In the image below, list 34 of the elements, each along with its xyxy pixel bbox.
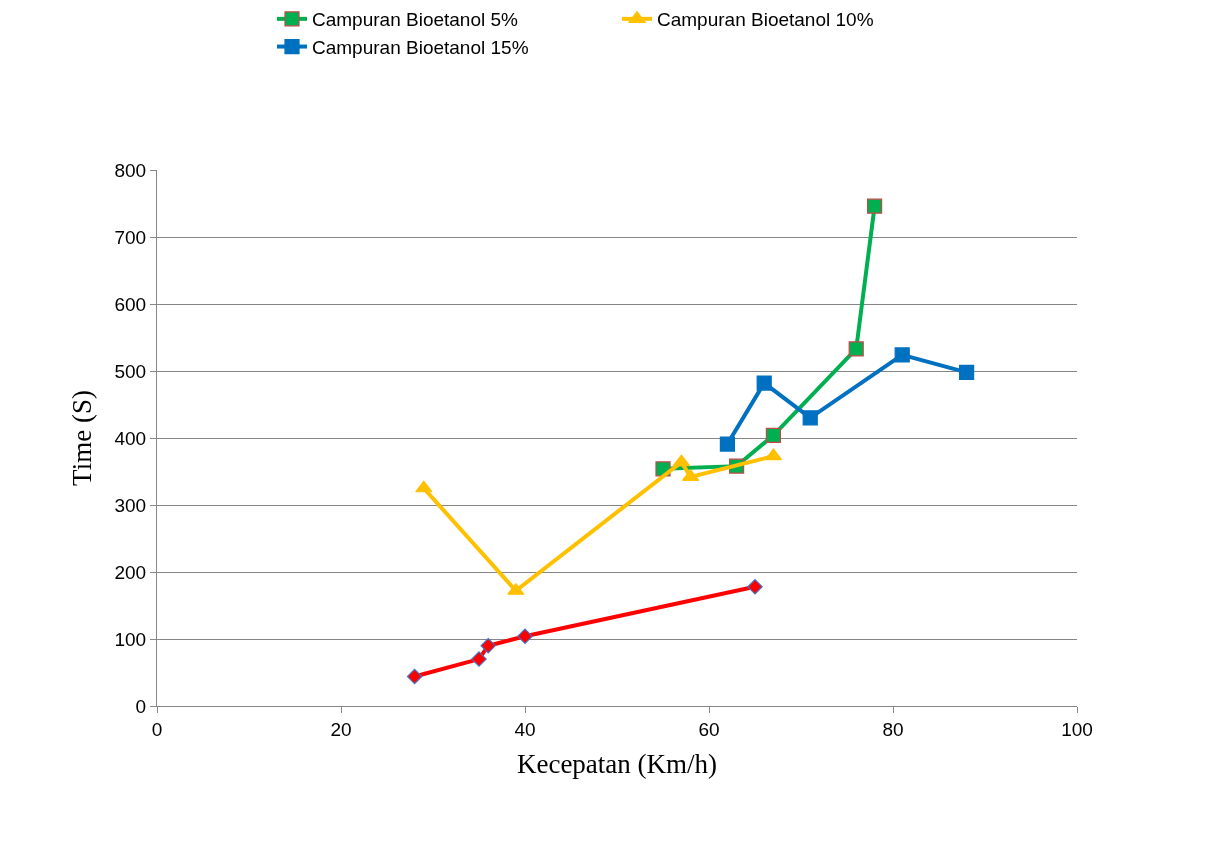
x-axis-title: Kecepatan (Km/h) <box>516 749 718 780</box>
x-tick-label: 80 <box>882 718 904 740</box>
point <box>406 668 423 685</box>
y-tick-label: 100 <box>114 628 147 650</box>
y-tick-label: 0 <box>135 695 147 717</box>
legend-label: Campuran Bioetanol 15% <box>312 36 529 58</box>
point <box>471 651 487 667</box>
y-tick-label: 800 <box>114 159 147 181</box>
legend-label: Campuran Bioetanol 5% <box>312 9 519 31</box>
y-axis-title: Time (S) <box>66 390 97 486</box>
y-tick-label: 300 <box>114 494 147 516</box>
x-tick-label: 0 <box>151 718 163 740</box>
y-tick-label: 200 <box>114 561 147 583</box>
x-tick-label: 100 <box>1061 718 1093 740</box>
x-tick-label: 40 <box>514 718 536 740</box>
y-tick-label: 700 <box>114 226 147 248</box>
point <box>867 198 883 214</box>
point <box>415 480 433 493</box>
point <box>959 364 975 380</box>
y-tick-label: 500 <box>114 360 147 382</box>
legend-label: Campuran Bioetanol 10% <box>657 9 874 31</box>
point <box>480 637 496 654</box>
point <box>894 347 910 363</box>
point <box>747 578 763 595</box>
point <box>756 375 772 391</box>
y-tick-label: 400 <box>114 427 147 449</box>
point <box>719 436 735 452</box>
x-tick-label: 20 <box>330 718 352 740</box>
point <box>848 341 864 357</box>
x-tick-label: 60 <box>698 718 720 740</box>
point <box>802 410 818 426</box>
point <box>765 427 781 443</box>
y-tick-label: 600 <box>114 293 147 315</box>
point <box>517 628 533 645</box>
